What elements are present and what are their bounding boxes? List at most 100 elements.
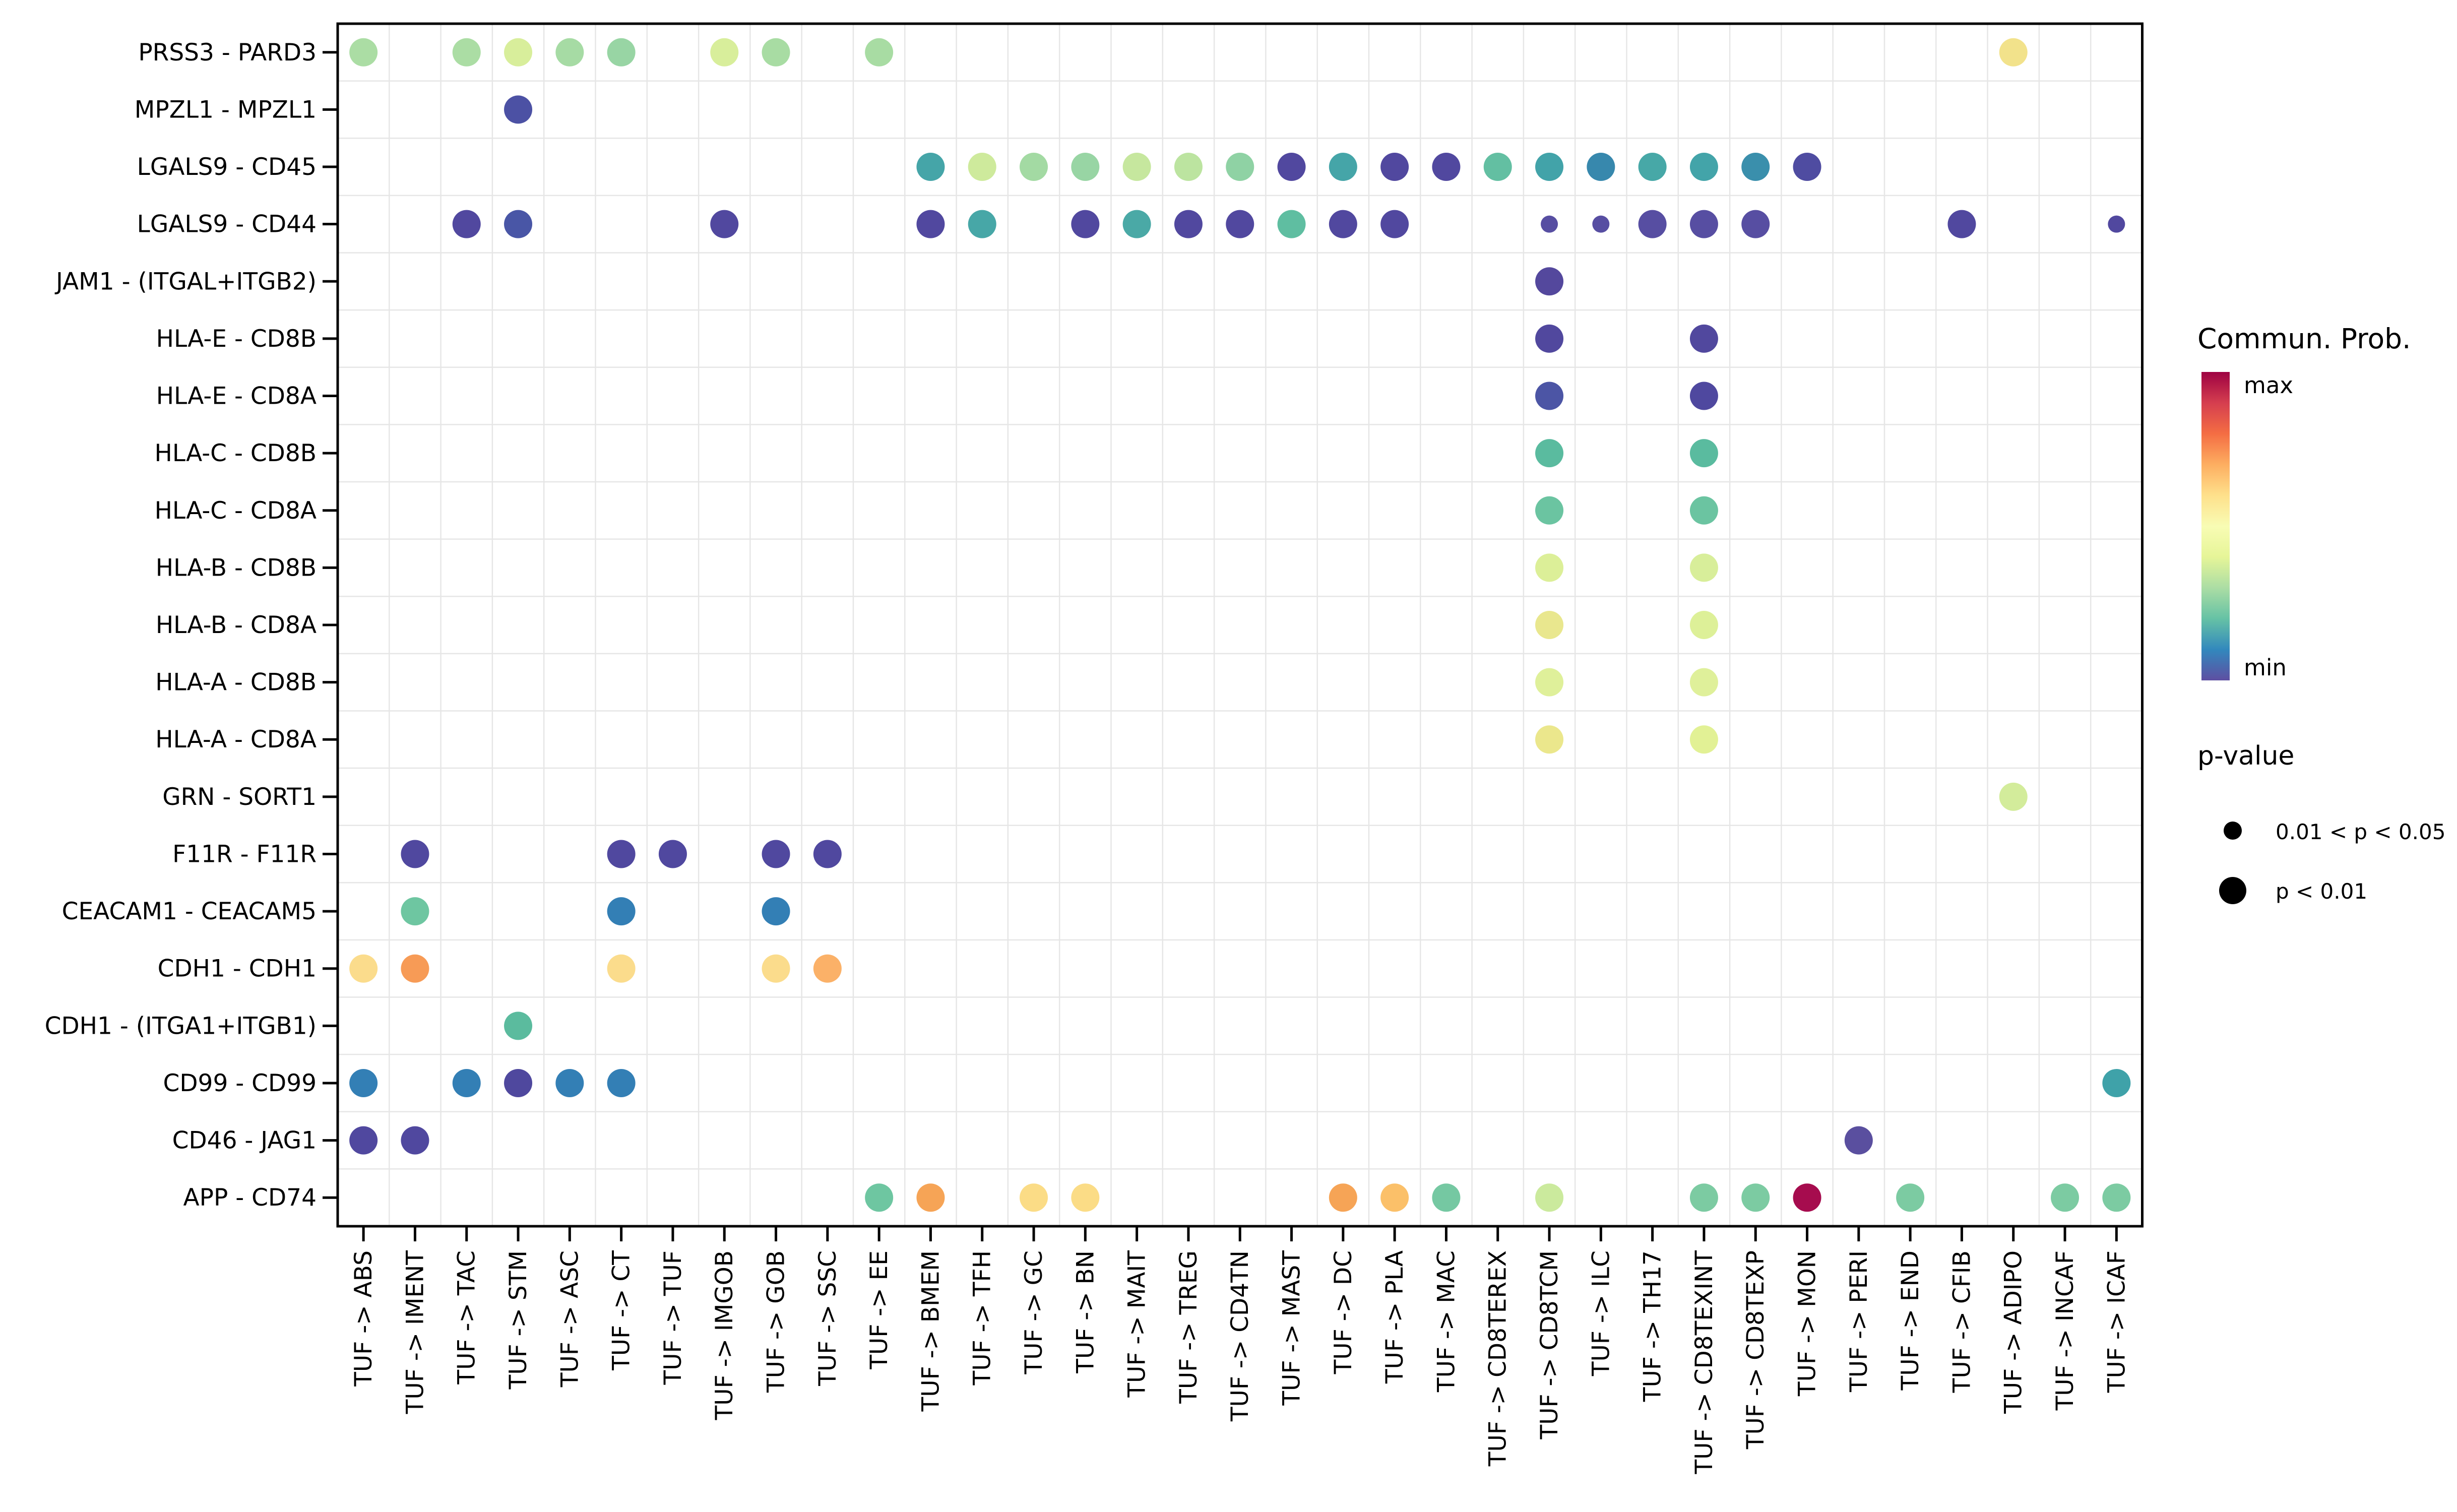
- data-dot: [1071, 210, 1100, 238]
- data-dot: [813, 840, 842, 868]
- pvalue-small-dot-label: 0.01 < p < 0.05: [2276, 820, 2446, 844]
- x-tick-label: TUF -> EE: [865, 1250, 893, 1370]
- data-dot: [762, 38, 790, 67]
- data-dot: [1535, 611, 1564, 640]
- data-dot: [1844, 1126, 1873, 1155]
- y-tick-label: APP - CD74: [183, 1184, 317, 1212]
- data-dot: [1380, 1183, 1409, 1212]
- y-tick-label: HLA-E - CD8B: [156, 325, 317, 353]
- x-tick-label: TUF -> MON: [1794, 1250, 1821, 1397]
- data-dot: [2051, 1183, 2080, 1212]
- data-dot: [1793, 153, 1821, 181]
- y-tick-label: HLA-A - CD8B: [155, 669, 317, 697]
- y-tick-label: JAM1 - (ITGAL+ITGB2): [54, 268, 317, 295]
- y-tick-label: CD46 - JAG1: [172, 1127, 317, 1155]
- x-tick-label: TUF -> PLA: [1381, 1250, 1409, 1384]
- x-tick-label: TUF -> MAST: [1278, 1250, 1306, 1406]
- data-dot: [349, 38, 378, 67]
- data-dot: [1535, 668, 1564, 697]
- x-tick-label: TUF -> IMGOB: [711, 1250, 738, 1420]
- y-tick-label: HLA-E - CD8A: [156, 383, 317, 410]
- data-dot: [401, 897, 429, 926]
- data-dot: [1380, 210, 1409, 238]
- data-dot: [504, 1068, 533, 1097]
- x-tick-label: TUF -> BN: [1072, 1250, 1099, 1374]
- x-tick-label: TUF -> ILC: [1587, 1250, 1615, 1376]
- data-dot: [1432, 153, 1461, 181]
- x-tick-label: TUF -> TH17: [1639, 1250, 1667, 1402]
- data-dot: [1329, 153, 1357, 181]
- y-tick-label: HLA-C - CD8A: [155, 497, 317, 525]
- data-dot: [1535, 267, 1564, 296]
- colorbar-gradient: [2201, 372, 2230, 680]
- data-dot: [1122, 210, 1151, 238]
- data-dot: [813, 954, 842, 983]
- data-dot: [1174, 153, 1203, 181]
- x-tick-label: TUF -> TFH: [969, 1250, 996, 1385]
- data-dot: [1226, 153, 1254, 181]
- data-dot: [968, 153, 996, 181]
- data-dot: [607, 897, 636, 926]
- data-dot: [1689, 153, 1718, 181]
- data-dot: [1071, 153, 1100, 181]
- data-dot: [916, 153, 945, 181]
- data-dot: [2102, 1183, 2131, 1212]
- data-dot: [349, 954, 378, 983]
- data-dot: [1689, 382, 1718, 410]
- data-dot: [1541, 215, 1558, 233]
- data-dot: [607, 954, 636, 983]
- data-dot: [916, 1183, 945, 1212]
- x-tick-label: TUF -> CD8TCM: [1536, 1250, 1563, 1440]
- x-tick-label: TUF -> GOB: [763, 1250, 790, 1393]
- data-dot: [762, 897, 790, 926]
- data-dot: [1689, 496, 1718, 525]
- data-dot: [710, 38, 739, 67]
- x-tick-label: TUF -> PERI: [1845, 1250, 1873, 1393]
- y-tick-label: GRN - SORT1: [162, 783, 317, 811]
- data-dot: [968, 210, 996, 238]
- data-dot: [1483, 153, 1512, 181]
- colorbar-max-label: max: [2244, 372, 2294, 399]
- data-dot: [1896, 1183, 1925, 1212]
- pvalue-legend-title: p-value: [2197, 741, 2295, 771]
- data-dot: [1226, 210, 1254, 238]
- data-dot: [1329, 1183, 1357, 1212]
- data-dot: [607, 38, 636, 67]
- data-dot: [504, 1012, 533, 1040]
- data-dot: [2102, 1068, 2131, 1097]
- data-dot: [1535, 324, 1564, 353]
- data-dot: [1689, 1183, 1718, 1212]
- x-tick-label: TUF -> GC: [1020, 1250, 1048, 1375]
- data-dot: [865, 1183, 894, 1212]
- x-tick-label: TUF -> STM: [505, 1250, 532, 1390]
- y-tick-label: HLA-B - CD8A: [156, 611, 317, 639]
- data-dot: [349, 1068, 378, 1097]
- data-dot: [1592, 215, 1610, 233]
- y-tick-label: CDH1 - (ITGA1+ITGB1): [45, 1012, 317, 1040]
- x-tick-label: TUF -> TAC: [453, 1250, 481, 1385]
- data-dot: [1535, 725, 1564, 754]
- y-tick-label: CD99 - CD99: [163, 1069, 317, 1097]
- x-tick-label: TUF -> ICAF: [2103, 1250, 2130, 1393]
- data-dot: [1329, 210, 1357, 238]
- data-dot: [710, 210, 739, 238]
- y-tick-label: HLA-A - CD8A: [155, 726, 317, 753]
- data-dot: [1741, 210, 1770, 238]
- x-tick-label: TUF -> INCAF: [2051, 1250, 2079, 1411]
- data-dot: [555, 38, 584, 67]
- data-dot: [1535, 496, 1564, 525]
- data-dot: [1689, 725, 1718, 754]
- y-tick-label: PRSS3 - PARD3: [138, 39, 317, 67]
- data-dot: [1638, 210, 1667, 238]
- data-dot: [1174, 210, 1203, 238]
- pvalue-small-dot-icon: [2224, 822, 2242, 840]
- data-dot: [401, 954, 429, 983]
- data-dot: [607, 1068, 636, 1097]
- data-dot: [1999, 782, 2028, 811]
- data-dot: [1689, 611, 1718, 640]
- data-dot: [504, 38, 533, 67]
- x-tick-label: TUF -> SSC: [814, 1250, 842, 1387]
- data-dot: [2108, 215, 2125, 233]
- data-dot: [1535, 1183, 1564, 1212]
